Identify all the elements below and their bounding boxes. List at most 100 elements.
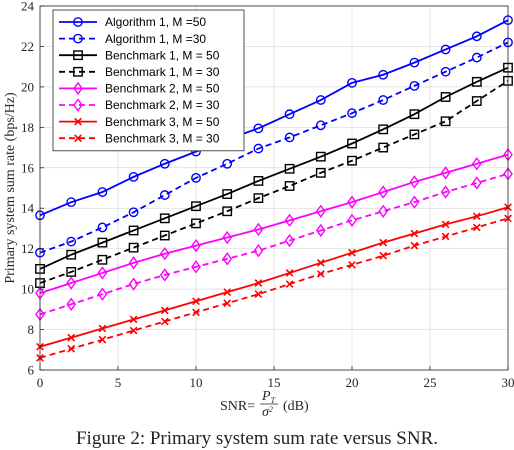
legend-marker [74,134,82,143]
data-point [378,95,389,105]
data-point [192,308,200,317]
series-4 [35,75,513,288]
data-point [223,288,232,297]
legend-label: Algorithm 1, M =50 [105,15,206,29]
series-line [39,66,509,270]
data-point [222,158,233,169]
data-point [284,181,295,191]
data-point [440,66,451,77]
data-point [315,204,326,218]
series-line [39,153,509,295]
data-point [191,172,201,183]
series-line [39,19,509,217]
y-axis-label: Primary system sum rate (bps/Hz) [3,92,18,284]
data-point [471,31,482,42]
data-point [253,193,264,204]
x-axis-label-suffix: (dB) [283,399,309,414]
data-point [129,326,138,335]
data-point [315,151,326,162]
y-tick-label: 22 [21,39,34,54]
data-point [441,232,450,241]
data-point [159,158,170,169]
data-point [160,317,169,326]
data-point [378,142,389,153]
data-point [347,195,357,209]
y-tick-label: 6 [28,363,35,378]
data-point [378,124,389,135]
data-point [222,252,233,266]
data-point [409,195,420,209]
data-point [316,258,325,267]
data-point [440,116,451,127]
x-tick-label: 10 [190,375,203,390]
series-line [39,172,509,316]
y-axis-ticks: 6 8 10 12 14 16 18 20 22 24 [21,0,44,378]
data-point [347,213,357,228]
data-point [97,287,108,301]
data-point [409,175,420,189]
legend-marker [73,17,83,27]
data-point [441,220,450,229]
data-point [223,299,232,308]
legend-entry: Benchmark 1, M = 30 [59,65,220,79]
data-point [315,95,326,105]
data-point [284,233,295,248]
data-point [97,237,108,248]
data-point [98,324,107,333]
series-8 [36,214,512,362]
data-point [97,222,108,233]
legend-entry: Benchmark 2, M = 30 [59,98,220,112]
data-point [222,189,233,199]
data-point [285,269,294,277]
data-point [160,306,169,315]
data-point [379,238,388,247]
data-point [379,251,388,260]
data-point [191,218,201,229]
x-tick-label: 20 [346,375,359,390]
x-tick-label: 30 [502,375,514,390]
data-point [222,206,233,217]
data-point [222,230,233,245]
series-line [39,217,509,359]
data-point [191,238,201,253]
data-point [253,143,264,154]
data-point [347,155,357,166]
data-point [316,270,325,278]
data-point [347,77,357,88]
data-point [128,225,139,236]
data-point [66,267,77,277]
data-point [284,163,295,174]
sum-rate-chart: 0 5 10 15 20 25 30 6 8 10 12 14 16 18 20 22 24 SNR= PT … [3,0,514,420]
data-point [440,185,451,199]
y-tick-label: 8 [28,322,35,337]
data-point [471,96,482,106]
data-point [97,254,108,265]
x-tick-label: 5 [115,375,122,390]
series-1 [35,15,513,221]
data-point [409,129,420,140]
y-tick-label: 14 [21,201,35,216]
data-point [347,108,357,119]
legend-label: Benchmark 2, M = 50 [105,82,220,96]
data-point [66,276,77,290]
legend-box [52,9,245,152]
data-point [285,280,294,288]
data-point [471,176,482,190]
data-point [254,290,263,299]
data-point [128,256,139,270]
data-point [159,230,170,241]
data-point [378,185,389,199]
legend: Algorithm 1, M =50 Algorithm 1, M =30 Benc… [52,9,245,152]
legend-label: Algorithm 1, M =30 [105,32,206,46]
data-point [253,123,264,134]
series-line [39,41,509,254]
data-point [97,266,108,280]
data-point [348,260,356,269]
data-point [409,80,420,91]
data-point [128,277,139,291]
legend-marker [73,66,83,77]
x-axis-label-denominator: σ2 [262,405,273,420]
data-point [66,197,77,208]
data-point [254,279,263,287]
data-point [67,344,76,353]
